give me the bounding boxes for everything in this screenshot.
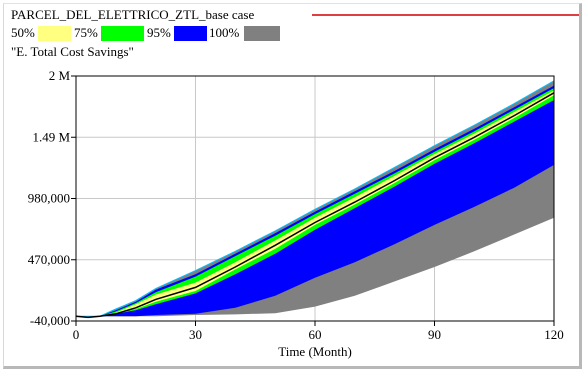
x-tick-label: 120 — [544, 327, 564, 342]
chart-svg: PARCEL_DEL_ELETTRICO_ZTL_base case 50% 7… — [11, 7, 579, 359]
series-lines — [75, 80, 555, 319]
legend-swatch-95 — [174, 26, 207, 41]
y-axis: -40,000 470,000 980,000 1.49 M 2 M — [28, 68, 76, 328]
bands — [76, 80, 554, 317]
legend-label-100: 100% — [209, 25, 240, 40]
x-tick-label: 0 — [73, 327, 80, 342]
y-tick-label: 2 M — [49, 68, 71, 83]
legend-swatch-75 — [101, 26, 144, 41]
x-tick-label: 60 — [309, 327, 322, 342]
legend: 50% 75% 95% 100% — [11, 25, 280, 41]
band-100 — [76, 80, 554, 317]
legend-label-95: 95% — [147, 25, 171, 40]
chart-window: PARCEL_DEL_ELETTRICO_ZTL_base case 50% 7… — [3, 3, 582, 369]
y-tick-label: -40,000 — [30, 313, 70, 328]
legend-label-75: 75% — [74, 25, 98, 40]
x-axis: 0 30 60 90 120 — [73, 321, 564, 342]
x-tick-label: 30 — [189, 327, 202, 342]
legend-label-50: 50% — [11, 25, 35, 40]
variable-title: "E. Total Cost Savings" — [11, 44, 134, 59]
y-tick-label: 470,000 — [28, 252, 70, 267]
x-axis-label: Time (Month) — [278, 344, 352, 359]
mean-line — [75, 92, 555, 319]
x-tick-label: 90 — [428, 327, 441, 342]
run-title: PARCEL_DEL_ELETTRICO_ZTL_base case — [11, 7, 254, 22]
upper-bound-line — [76, 80, 555, 317]
legend-swatch-50 — [38, 26, 71, 41]
y-tick-label: 1.49 M — [32, 129, 70, 144]
band-95 — [76, 85, 554, 317]
legend-swatch-100 — [244, 26, 280, 41]
y-tick-label: 980,000 — [28, 191, 70, 206]
